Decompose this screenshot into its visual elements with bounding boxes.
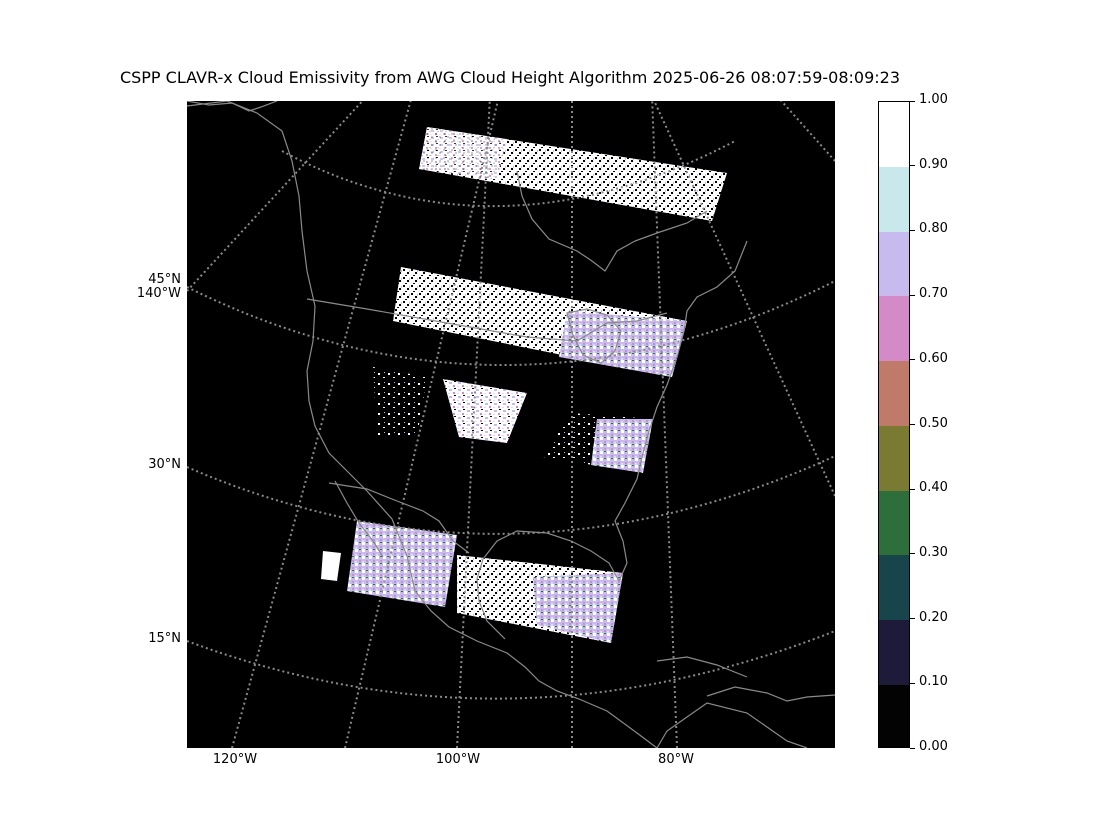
swath-baja-scatter (321, 551, 341, 581)
west-coast (187, 101, 658, 748)
colorbar-tick-mark (910, 359, 915, 361)
cuba (656, 656, 748, 678)
alaska-coast (187, 101, 278, 112)
caribbean-islands (706, 686, 835, 702)
us-canada-border (306, 298, 668, 342)
great-lakes (566, 308, 622, 364)
meridian-60w (780, 101, 835, 162)
colorbar-segment (879, 619, 909, 685)
map-panel (187, 101, 835, 748)
meridian-70w (653, 101, 835, 497)
lon-label-140w: 140°W (136, 286, 181, 301)
colorbar-tick-label: 0.20 (919, 609, 948, 625)
meridian-110w (344, 101, 499, 748)
hudson-bay (516, 170, 708, 272)
swath-mexico (347, 521, 457, 607)
parallel-30n (187, 455, 835, 535)
colorbar-segment (879, 360, 909, 426)
colorbar-tick-mark (910, 553, 915, 555)
baja-peninsula (334, 480, 384, 558)
lat-label-30n: 30°N (148, 457, 181, 472)
swath-central-us-overlay (559, 311, 687, 377)
colorbar-tick-label: 1.00 (919, 92, 948, 107)
colorbar-segment (879, 425, 909, 491)
figure-title: CSPP CLAVR-x Cloud Emissivity from AWG C… (119, 68, 901, 87)
gulf-coast (476, 530, 620, 640)
colorbar-segment (879, 296, 909, 362)
east-coast (614, 240, 748, 582)
swath-gulf-overlay (533, 573, 623, 643)
colorbar-tick-mark (910, 229, 915, 231)
lat-label-15n: 15°N (148, 631, 181, 646)
meridian-80w (651, 101, 678, 748)
colorbar-tick-mark (910, 682, 915, 684)
colorbar-segment (879, 490, 909, 556)
colorbar-segment (879, 554, 909, 620)
colorbar-tick-mark (910, 294, 915, 296)
colorbar-tick-label: 0.10 (919, 674, 948, 690)
lat-label-45n: 45°N (148, 272, 181, 287)
lon-label-80w: 80°W (658, 752, 694, 767)
colorbar-tick-mark (910, 165, 915, 167)
colorbar-tick-label: 0.50 (919, 415, 948, 431)
parallel-60n (281, 140, 736, 208)
colorbar-tick-mark (910, 100, 915, 102)
lon-label-120w: 120°W (212, 752, 258, 767)
gridlines (187, 101, 835, 748)
us-mexico-border (328, 482, 470, 554)
swath-southeast-overlay (591, 419, 653, 473)
meridian-100w (456, 101, 491, 748)
colorbar-tick-mark (910, 747, 915, 749)
meridian-140w (187, 101, 364, 292)
colorbar-tick-mark (910, 488, 915, 490)
colorbar-tick-label: 0.60 (919, 350, 948, 366)
colorbar-tick-label: 0.00 (919, 739, 948, 754)
colorbar-tick-label: 0.30 (919, 544, 948, 560)
colorbar-segment (879, 684, 909, 747)
colorbar-tick-mark (910, 618, 915, 620)
colorbar-tick-mark (910, 424, 915, 425)
colorbar-segment (879, 231, 909, 297)
colorbar-tick-label: 0.40 (919, 480, 948, 496)
colorbar-tick-label: 0.90 (919, 156, 948, 172)
swath-texas-scatter (373, 367, 427, 437)
colorbar-tick-label: 0.70 (919, 286, 948, 302)
colorbar-tick-label: 0.80 (919, 221, 948, 237)
parallel-15n (187, 630, 835, 700)
colorbar-segment (879, 166, 909, 232)
coastlines (187, 101, 835, 748)
swath-southwest (443, 379, 527, 443)
swath-canada-overlay (419, 127, 507, 179)
central-america (656, 702, 808, 748)
map-canvas (187, 101, 835, 748)
colorbar-segment (879, 102, 909, 167)
lon-label-100w: 100°W (435, 752, 481, 767)
colorbar (878, 101, 910, 748)
